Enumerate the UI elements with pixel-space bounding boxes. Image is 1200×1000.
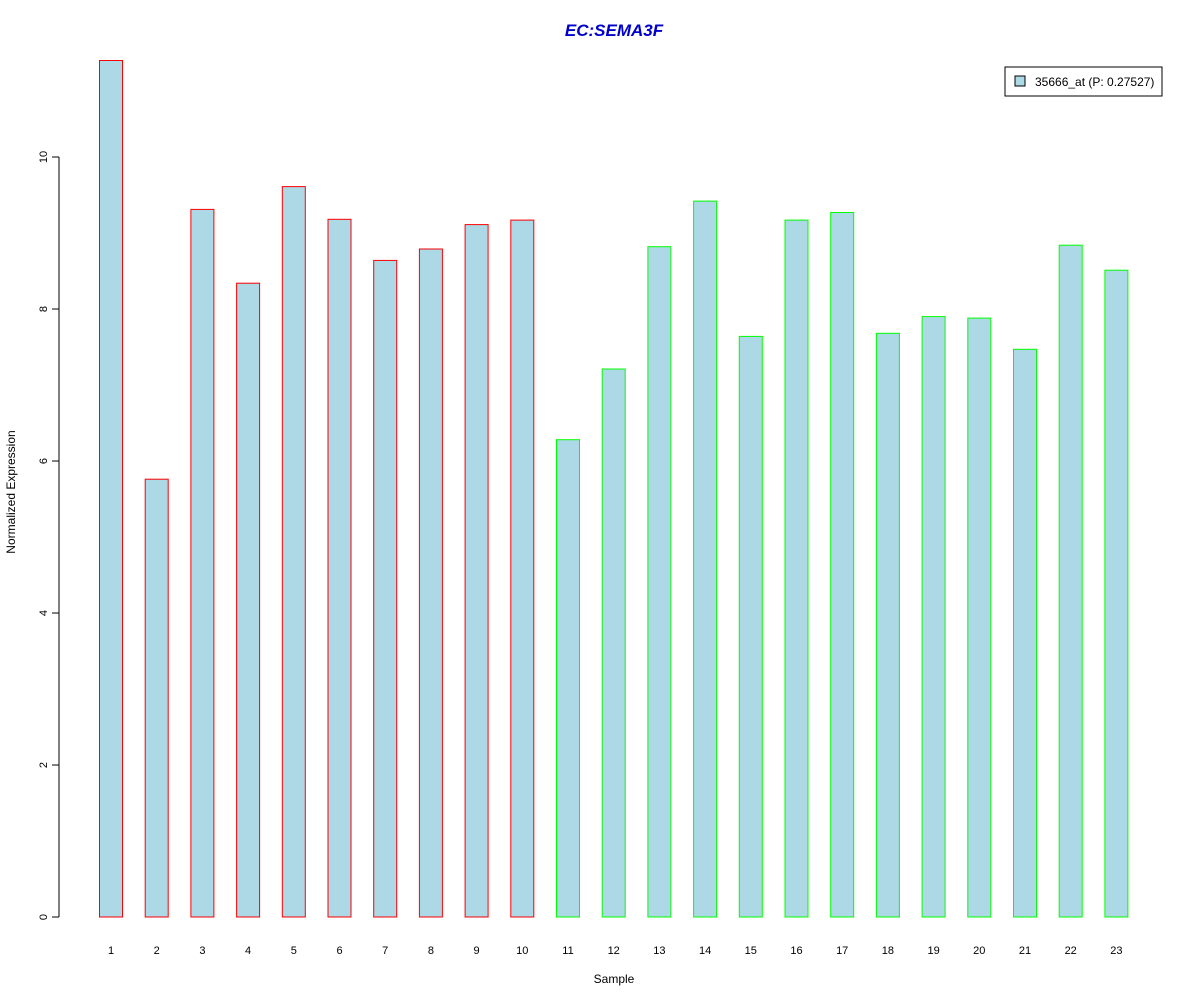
x-tick-label: 1 — [108, 945, 114, 957]
x-tick-label: 4 — [245, 945, 251, 957]
x-tick-labels: 1 2 3 4 5 6 7 8 9 10 11 12 13 14 15 16 17 18 19 20 21 22 23 — [108, 945, 1123, 957]
x-tick-label: 16 — [790, 945, 802, 957]
x-tick-label: 17 — [836, 945, 848, 957]
y-tick-label: 10 — [38, 151, 50, 163]
y-tick-label: 6 — [38, 458, 50, 464]
x-tick-label: 18 — [882, 945, 894, 957]
x-tick-label: 11 — [562, 945, 573, 957]
bar-sample-9 — [464, 224, 489, 918]
bar-sample-18 — [875, 332, 900, 918]
x-tick-label: 22 — [1065, 945, 1077, 957]
bar-sample-6 — [327, 218, 352, 918]
y-tick-label: 8 — [38, 306, 50, 312]
x-tick-label: 3 — [199, 945, 205, 957]
x-tick-label: 19 — [927, 945, 939, 957]
legend: 35666_at (P: 0.27527) — [1004, 66, 1163, 97]
legend-box — [1004, 66, 1163, 97]
bar-sample-12 — [601, 368, 626, 918]
x-tick-label: 6 — [336, 945, 342, 957]
bars — [99, 60, 1129, 918]
y-axis: 0 2 4 6 8 10 — [38, 151, 60, 920]
bar-sample-15 — [738, 335, 763, 918]
bar-sample-2 — [144, 478, 169, 918]
x-tick-label: 13 — [653, 945, 665, 957]
bar-sample-8 — [418, 248, 443, 918]
y-tick-label: 4 — [38, 610, 50, 616]
x-tick-label: 7 — [382, 945, 388, 957]
bar-sample-1 — [99, 60, 123, 918]
bar-sample-23 — [1104, 269, 1129, 918]
legend-swatch — [1014, 75, 1026, 87]
bar-sample-10 — [510, 219, 535, 918]
x-tick-label: 8 — [428, 945, 434, 957]
x-tick-label: 2 — [154, 945, 160, 957]
bar-sample-16 — [784, 219, 809, 918]
bar-sample-11 — [556, 439, 580, 918]
bar-sample-21 — [1013, 348, 1037, 918]
bar-sample-20 — [967, 317, 992, 918]
x-tick-label: 20 — [973, 945, 985, 957]
bar-sample-13 — [647, 246, 672, 918]
bar-sample-7 — [373, 259, 398, 918]
bar-sample-4 — [236, 282, 261, 918]
x-tick-label: 23 — [1110, 945, 1122, 957]
y-tick-label: 0 — [38, 914, 50, 920]
bar-sample-14 — [693, 200, 718, 918]
bar-sample-5 — [281, 186, 306, 918]
chart-title: EC:SEMA3F — [565, 21, 664, 40]
x-tick-label: 9 — [474, 945, 480, 957]
bar-sample-17 — [830, 212, 855, 918]
x-tick-label: 10 — [516, 945, 528, 957]
x-tick-label: 5 — [291, 945, 297, 957]
x-tick-label: 12 — [608, 945, 620, 957]
y-tick-label: 2 — [38, 762, 50, 768]
bar-sample-19 — [921, 316, 946, 918]
bar-sample-3 — [190, 208, 215, 918]
y-axis-label: Normalized Expression — [4, 430, 18, 553]
x-tick-label: 21 — [1019, 945, 1031, 957]
x-axis-label: Sample — [594, 972, 635, 986]
bar-sample-22 — [1058, 244, 1083, 918]
x-tick-label: 14 — [699, 945, 711, 957]
legend-label: 35666_at (P: 0.27527) — [1035, 75, 1154, 89]
x-tick-label: 15 — [745, 945, 757, 957]
